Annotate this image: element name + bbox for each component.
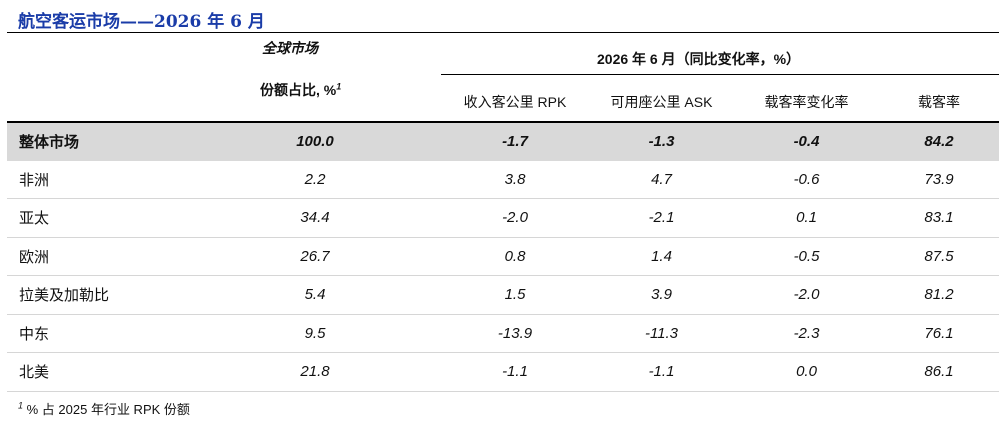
share-cell: 9.5: [189, 314, 441, 353]
plf-change-cell: -0.6: [734, 160, 879, 199]
region-cell: 亚太: [7, 198, 189, 238]
rpk-cell: 3.8: [441, 160, 589, 199]
ask-cell: 3.9: [589, 275, 734, 315]
region-cell: 北美: [7, 352, 189, 392]
region-cell: 中东: [7, 314, 189, 353]
table-row-total: 整体市场 100.0 -1.7 -1.3 -0.4 84.2: [7, 123, 999, 161]
share-cell: 34.4: [189, 198, 441, 238]
total-row-background: [7, 123, 999, 161]
plf-cell: 73.9: [879, 160, 999, 199]
table-row: 欧洲 26.7 0.8 1.4 -0.5 87.5: [7, 237, 999, 276]
page-title: 航空客运市场——2026 年 6 月: [18, 12, 265, 32]
region-cell: 非洲: [7, 160, 189, 199]
region-cell: 整体市场: [19, 134, 80, 152]
share-cell: 26.7: [189, 237, 441, 276]
rpk-cell: -1.1: [441, 352, 589, 392]
plf-change-cell: 0.0: [734, 352, 879, 392]
title-rule: [7, 32, 999, 33]
plf-cell: 76.1: [879, 314, 999, 353]
global-market-label: 全球市场: [262, 40, 318, 56]
table-row: 中东 9.5 -13.9 -11.3 -2.3 76.1: [7, 314, 999, 353]
plf-cell: 84.2: [924, 133, 954, 151]
period-label: 2026 年 6 月（同比变化率，%）: [597, 51, 801, 67]
rpk-cell: -2.0: [441, 198, 589, 238]
period-rule: [441, 74, 999, 75]
share-cell: 2.2: [189, 160, 441, 199]
rpk-cell: -13.9: [441, 314, 589, 353]
share-cell: 100.0: [296, 133, 334, 151]
footnote-text: % 占 2025 年行业 RPK 份额: [23, 402, 190, 417]
col-header-rpk: 收入客公里 RPK: [463, 94, 567, 110]
table-row: 亚太 34.4 -2.0 -2.1 0.1 83.1: [7, 198, 999, 238]
plf-change-cell: -2.0: [734, 275, 879, 315]
region-cell: 欧洲: [7, 237, 189, 276]
ask-cell: 1.4: [589, 237, 734, 276]
footnote: 1 % 占 2025 年行业 RPK 份额: [18, 399, 190, 418]
plf-cell: 87.5: [879, 237, 999, 276]
table-row: 拉美及加勒比 5.4 1.5 3.9 -2.0 81.2: [7, 275, 999, 315]
plf-change-cell: -0.4: [793, 133, 820, 151]
header-rule: [7, 121, 999, 123]
rpk-cell: 1.5: [441, 275, 589, 315]
plf-change-cell: -2.3: [734, 314, 879, 353]
plf-cell: 83.1: [879, 198, 999, 238]
share-cell: 5.4: [189, 275, 441, 315]
ask-cell: -1.1: [589, 352, 734, 392]
plf-change-cell: -0.5: [734, 237, 879, 276]
col-header-plf-change: 载客率变化率: [764, 94, 849, 110]
rpk-cell: 0.8: [441, 237, 589, 276]
col-header-plf: 载客率: [918, 94, 960, 110]
footnote-marker: 1: [18, 400, 24, 411]
data-table: 整体市场 100.0 -1.7 -1.3 -0.4 84.2 非洲 2.2 3.…: [7, 123, 999, 392]
region-cell: 拉美及加勒比: [7, 275, 189, 315]
rpk-cell: -1.7: [502, 133, 528, 151]
ask-cell: -2.1: [589, 198, 734, 238]
plf-cell: 81.2: [879, 275, 999, 315]
table-row: 北美 21.8 -1.1 -1.1 0.0 86.1: [7, 352, 999, 392]
plf-cell: 86.1: [879, 352, 999, 392]
plf-change-cell: 0.1: [734, 198, 879, 238]
col-header-ask: 可用座公里 ASK: [610, 94, 713, 110]
ask-cell: 4.7: [589, 160, 734, 199]
ask-cell: -11.3: [589, 314, 734, 353]
ask-cell: -1.3: [648, 133, 675, 151]
share-label: 份额占比, %1: [260, 80, 341, 100]
share-label-text: 份额占比, %: [260, 82, 337, 98]
share-footnote-marker: 1: [336, 81, 342, 92]
table-row: 非洲 2.2 3.8 4.7 -0.6 73.9: [7, 160, 999, 199]
share-cell: 21.8: [189, 352, 441, 392]
